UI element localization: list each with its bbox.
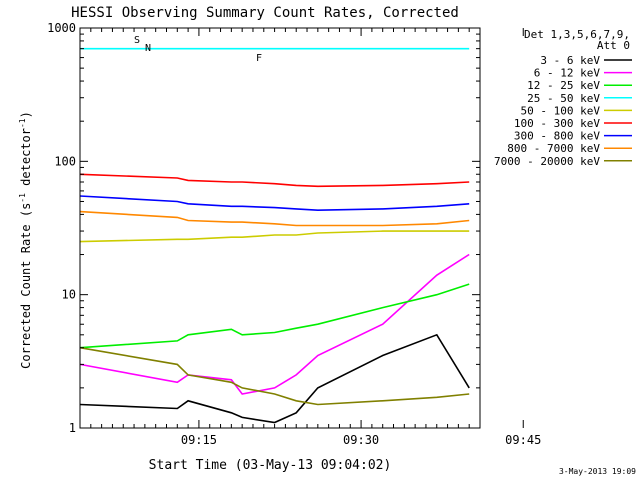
legend-header-2: Att 0 <box>597 39 630 52</box>
y-label-exp-2: -1 <box>18 118 27 128</box>
series-group <box>79 47 470 424</box>
y-label-part-2: detector <box>19 128 33 193</box>
x-tick-label: 09:45 <box>505 433 541 447</box>
series-line-3 <box>79 283 470 349</box>
legend-label: 3 - 6 keV <box>540 54 600 67</box>
date-stamp: 3-May-2013 19:09 <box>559 467 636 476</box>
legend-label: 50 - 100 keV <box>521 104 601 117</box>
y-label-part-3: ) <box>19 111 33 118</box>
series-line-1 <box>79 333 470 424</box>
legend-label: 300 - 800 keV <box>514 130 600 143</box>
y-tick-label: 1000 <box>47 21 76 35</box>
x-tick-label: 09:15 <box>181 433 217 447</box>
legend-label: 6 - 12 keV <box>534 67 601 80</box>
flag-f-label: F <box>256 53 262 64</box>
flag-s-label: S <box>134 35 140 46</box>
y-axis-label: Corrected Count Rate (s-1 detector-1) <box>18 111 33 369</box>
y-tick-label: 10 <box>62 288 76 302</box>
series-line-8 <box>79 210 470 227</box>
series-line-6 <box>79 173 470 188</box>
y-tick-label: 100 <box>54 154 76 168</box>
legend-label: 7000 - 20000 keV <box>494 155 600 168</box>
y-label-exp-1: -1 <box>18 193 27 203</box>
y-label-part-1: Corrected Count Rate (s <box>19 203 33 369</box>
x-tick-label: 09:30 <box>343 433 379 447</box>
series-line-5 <box>79 230 470 243</box>
legend-label: 800 - 7000 keV <box>507 142 600 155</box>
series-line-9 <box>79 346 470 406</box>
chart-title: HESSI Observing Summary Count Rates, Cor… <box>71 5 459 21</box>
legend-label: 25 - 50 keV <box>527 92 600 105</box>
legend-label: 12 - 25 keV <box>527 79 600 92</box>
legend-header-1: Det 1,3,5,6,7,9, <box>524 28 630 41</box>
x-axis-label: Start Time (03-May-13 09:04:02) <box>149 458 392 473</box>
plot-frame <box>79 27 481 429</box>
legend-label: 100 - 300 keV <box>514 117 600 130</box>
flag-n-label: N <box>145 43 151 54</box>
series-line-2 <box>79 253 470 395</box>
flag-group: S N F <box>134 35 262 64</box>
series-line-7 <box>79 195 470 212</box>
y-tick-label: 1 <box>69 421 76 435</box>
